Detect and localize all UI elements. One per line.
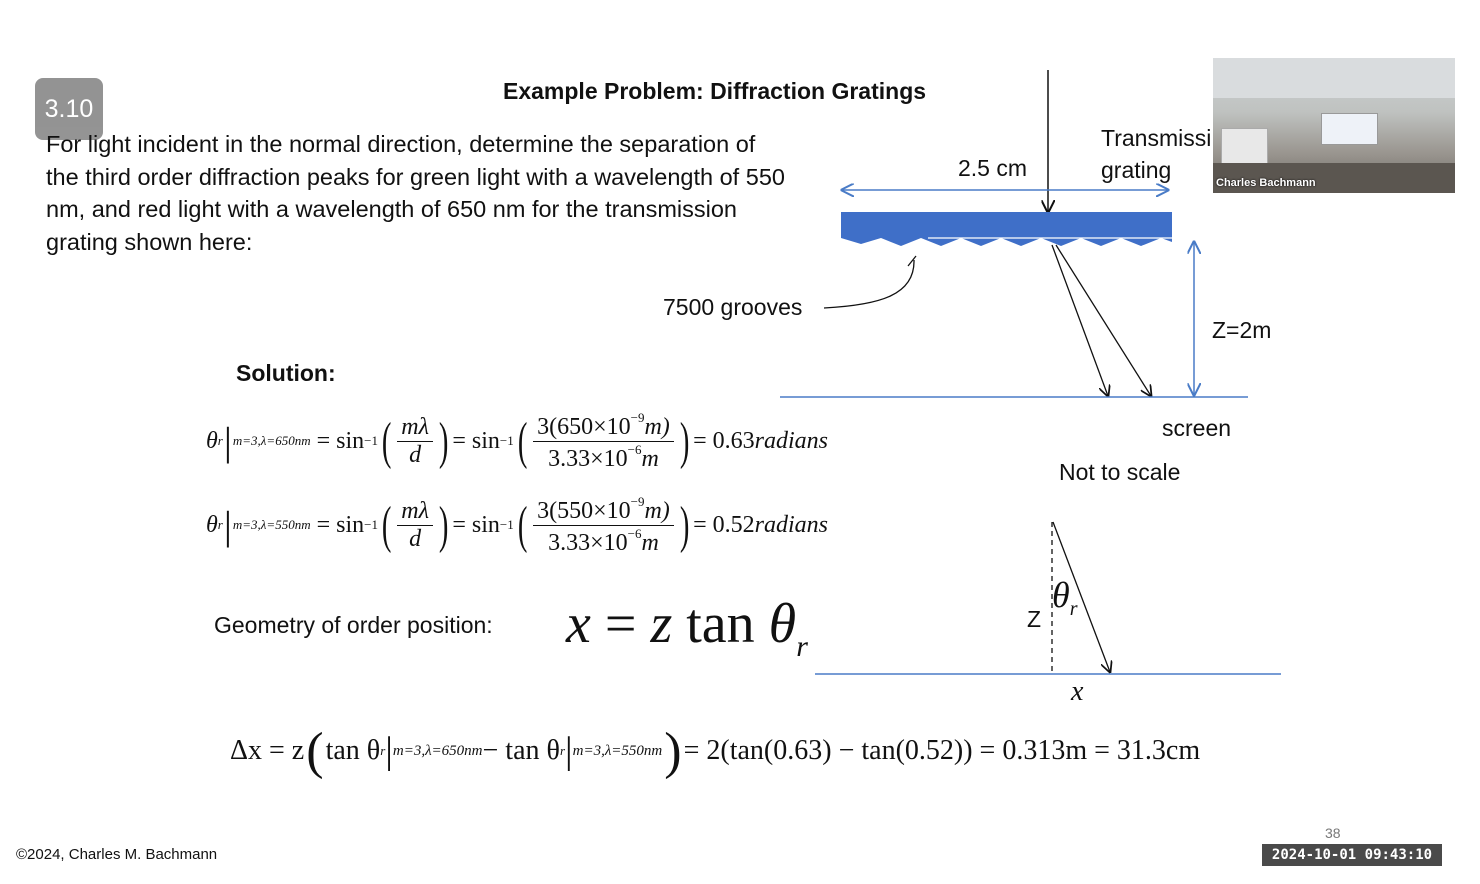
- solution-heading: Solution:: [236, 360, 336, 386]
- final-equation: Δx = z ( tan θ r | m=3,λ=650nm − tan θ r | m=3…: [230, 722, 1201, 780]
- video-ceiling: [1213, 58, 1455, 98]
- presenter-video[interactable]: Charles Bachmann: [1213, 58, 1455, 193]
- copyright-footer: ©2024, Charles M. Bachmann: [16, 846, 218, 863]
- not-to-scale-note: Not to scale: [1059, 459, 1181, 485]
- problem-statement: For light incident in the normal directi…: [46, 131, 785, 255]
- theta-label: θr: [1052, 575, 1078, 620]
- recording-timestamp: 2024-10-01 09:43:10: [1262, 844, 1442, 866]
- distance-label: Z=2m: [1212, 317, 1272, 343]
- grating-label-line2: grating: [1101, 157, 1172, 183]
- video-desks: [1213, 163, 1455, 193]
- x-label: x: [1071, 676, 1084, 707]
- equation-650nm: θ r | m=3,λ=650nm = sin −1 (mλ d) = sin −1 ( 3…: [206, 409, 829, 472]
- grooves-pointer: [823, 259, 915, 309]
- slide-number-badge: 3.10: [35, 78, 103, 140]
- screen-label: screen: [1162, 415, 1232, 441]
- presenter-name: Charles Bachmann: [1216, 177, 1316, 189]
- z-label: Z: [1027, 606, 1042, 632]
- grating-label-line1: Transmissi: [1101, 125, 1212, 151]
- geometry-label: Geometry of order position:: [214, 612, 493, 638]
- video-projector-screen: [1321, 113, 1378, 145]
- grating-grooves: [841, 238, 1172, 246]
- diffracted-ray-2: [1055, 244, 1151, 396]
- diffracted-ray-1: [1051, 244, 1108, 396]
- grooves-label: 7500 grooves: [663, 294, 803, 320]
- equation-550nm: θ r | m=3,λ=550nm = sin −1 (mλ d) = sin −1 ( 3…: [206, 493, 829, 556]
- width-label: 2.5 cm: [958, 155, 1028, 181]
- order-ray: [1052, 521, 1110, 672]
- grating-body: [841, 212, 1172, 238]
- page-number: 38: [1325, 825, 1341, 841]
- geometry-equation: x = z tan θr: [566, 593, 808, 663]
- slide-title: Example Problem: Diffraction Gratings: [503, 78, 927, 104]
